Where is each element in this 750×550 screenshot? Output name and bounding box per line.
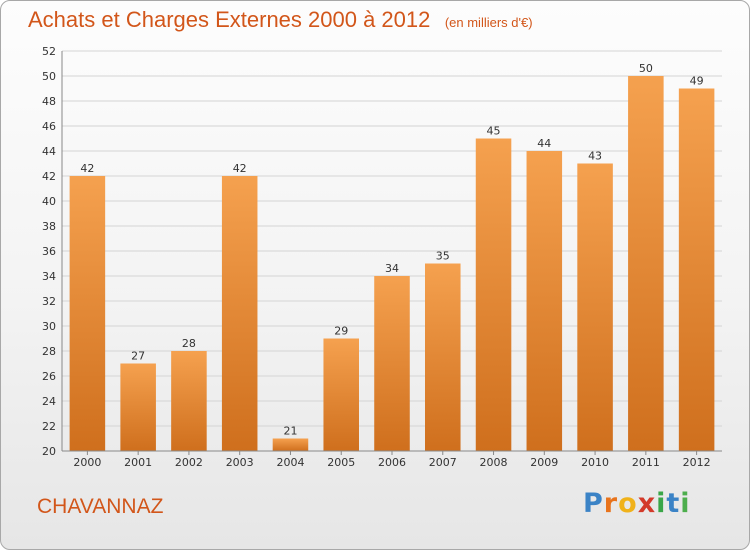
x-tick-label: 2006 (378, 456, 406, 469)
bar (628, 76, 664, 451)
logo-letter: t (666, 488, 681, 519)
labels: 20 22 24 26 28 30 32 34 36 38 40 42 44 46 48 50 52 42 2000… (42, 45, 711, 469)
x-tick-label: 2008 (480, 456, 508, 469)
y-tick-label: 46 (42, 120, 56, 133)
bar (374, 276, 410, 451)
bar-value-label: 28 (182, 337, 196, 350)
bar (171, 351, 207, 451)
bar (69, 176, 106, 451)
x-tick-label: 2003 (226, 456, 254, 469)
bar-value-label: 34 (385, 262, 399, 275)
y-tick-label: 52 (42, 45, 56, 58)
y-tick-label: 42 (42, 170, 56, 183)
y-tick-label: 28 (42, 345, 56, 358)
chart-title-block: Achats et Charges Externes 2000 à 2012 (… (28, 7, 533, 33)
bar (221, 176, 258, 451)
y-tick-label: 30 (42, 320, 56, 333)
bar-value-label: 29 (334, 325, 348, 338)
y-tick-label: 24 (42, 395, 56, 408)
commune-name: CHAVANNAZ (37, 495, 164, 518)
x-tick-label: 2009 (530, 456, 558, 469)
logo-letter: i (656, 488, 667, 519)
bar (425, 263, 461, 451)
x-tick-label: 2010 (581, 456, 609, 469)
y-tick-label: 50 (42, 70, 56, 83)
bar-value-label: 21 (283, 425, 297, 438)
bar (526, 151, 563, 451)
bar-value-label: 27 (131, 350, 145, 363)
x-tick-label: 2000 (73, 456, 101, 469)
chart-title: Achats et Charges Externes 2000 à 2012 (28, 7, 431, 32)
bar (323, 338, 359, 451)
bar-value-label: 45 (487, 125, 501, 138)
y-tick-label: 22 (42, 420, 56, 433)
bar-value-label: 44 (537, 137, 551, 150)
bar (577, 163, 613, 451)
bar (475, 138, 512, 451)
logo-letter: x (637, 488, 657, 519)
x-tick-label: 2011 (632, 456, 660, 469)
y-tick-label: 38 (42, 220, 56, 233)
y-tick-label: 26 (42, 370, 56, 383)
bar-value-label: 49 (690, 75, 704, 88)
bar (678, 88, 715, 451)
bar-value-label: 42 (80, 162, 94, 175)
logo-letter: i (680, 488, 691, 519)
logo-letter: P (583, 488, 604, 519)
y-tick-label: 48 (42, 95, 56, 108)
bar-value-label: 42 (233, 162, 247, 175)
y-tick-label: 32 (42, 295, 56, 308)
logo-letter: r (603, 488, 619, 519)
y-tick-label: 36 (42, 245, 56, 258)
x-tick-label: 2002 (175, 456, 203, 469)
y-tick-label: 44 (42, 145, 56, 158)
bar-value-label: 35 (436, 250, 450, 263)
bar (272, 438, 309, 451)
bar-value-label: 43 (588, 150, 602, 163)
y-tick-label: 20 (42, 445, 56, 458)
proxiti-logo: Proxiti (583, 488, 691, 519)
chart-subtitle: (en milliers d'€) (444, 15, 533, 30)
bars (69, 76, 715, 451)
x-tick-label: 2001 (124, 456, 152, 469)
x-tick-label: 2007 (429, 456, 457, 469)
x-tick-label: 2004 (276, 456, 304, 469)
x-tick-label: 2005 (327, 456, 355, 469)
logo-letter: o (618, 488, 638, 519)
y-tick-label: 40 (42, 195, 56, 208)
bar (120, 363, 156, 451)
y-tick-label: 34 (42, 270, 56, 283)
bar-value-label: 50 (639, 62, 653, 75)
axes (61, 51, 722, 455)
x-tick-label: 2012 (683, 456, 711, 469)
